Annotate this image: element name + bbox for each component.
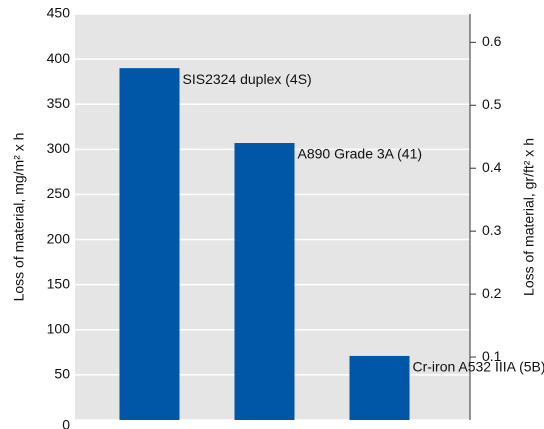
bar-label: A890 Grade 3A (41) [298,146,423,162]
y-tick-label: 400 [47,50,71,66]
y-tick-label: 100 [47,320,71,336]
bar [349,355,410,420]
y2-tick-label: 0.2 [482,285,502,301]
y-tick-label: 50 [54,366,70,382]
bar-label: Cr-iron A532 IIIA (5B) [413,359,544,375]
y2-tick-label: 0.4 [482,159,502,175]
y-tick-label: 150 [47,275,71,291]
y2-tick-label: 0.3 [482,222,502,238]
y-tick-label: 0 [62,417,70,429]
y-tick-label: 300 [47,140,71,156]
y-axis-label: Loss of material, mg/m² x h [11,133,27,302]
y-tick-label: 200 [47,230,71,246]
y2-tick-label: 0.6 [482,33,502,49]
y2-tick-label: 0.1 [482,348,502,364]
y-tick-label: 350 [47,95,71,111]
bar [119,68,180,420]
y-tick-label: 250 [47,185,71,201]
bar [234,143,295,421]
y2-axis-label: Loss of material, gr/ft² x h [521,138,537,296]
y-tick-label: 450 [47,5,71,21]
bar-label: SIS2324 duplex (4S) [183,71,312,87]
y2-tick-label: 0.5 [482,96,502,112]
